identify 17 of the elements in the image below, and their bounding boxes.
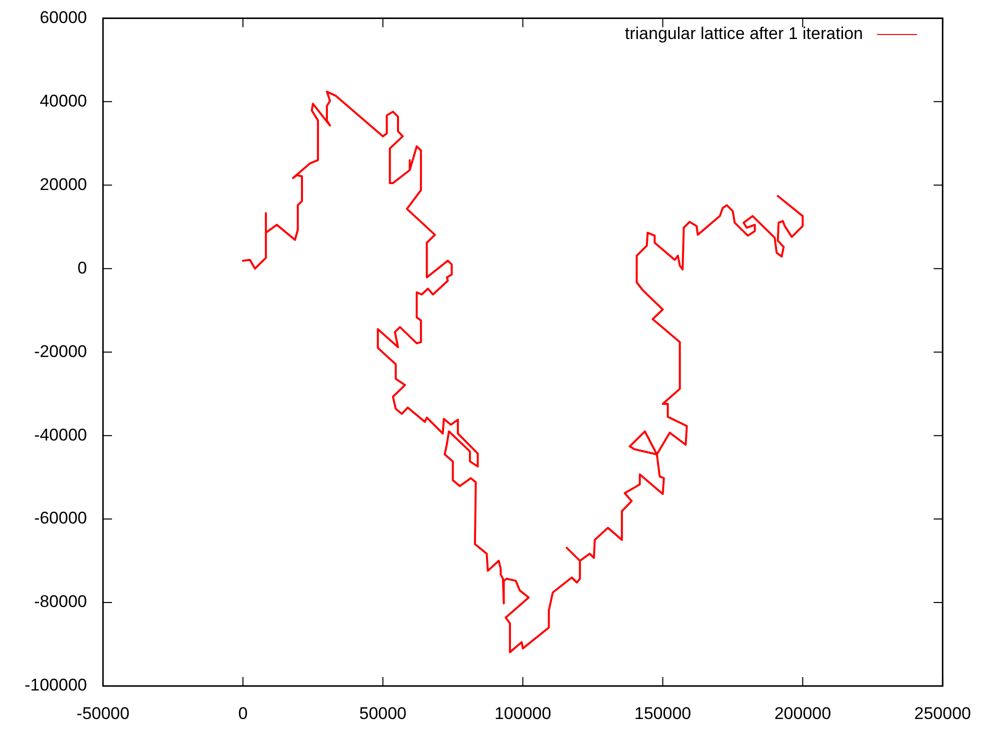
x-tick-label: -50000 [76,704,130,723]
y-tick-label: 20000 [40,174,87,194]
y-tick-label: -40000 [34,425,87,444]
y-tick-label: -80000 [34,592,87,612]
x-tick-label: 250000 [914,704,972,723]
y-tick-label: -20000 [34,342,87,361]
x-tick-label: 150000 [634,704,692,723]
y-tick-label: 0 [78,258,87,278]
y-tick-label: -60000 [34,508,87,528]
y-tick-label: 40000 [40,91,87,110]
y-tick-label: -100000 [24,676,87,695]
x-tick-label: 50000 [359,704,407,723]
x-tick-label: 200000 [774,704,832,723]
legend-label: triangular lattice after 1 iteration [624,24,863,44]
x-tick-label: 0 [238,704,248,723]
x-tick-label: 100000 [494,704,552,723]
y-tick-label: 60000 [40,8,87,27]
